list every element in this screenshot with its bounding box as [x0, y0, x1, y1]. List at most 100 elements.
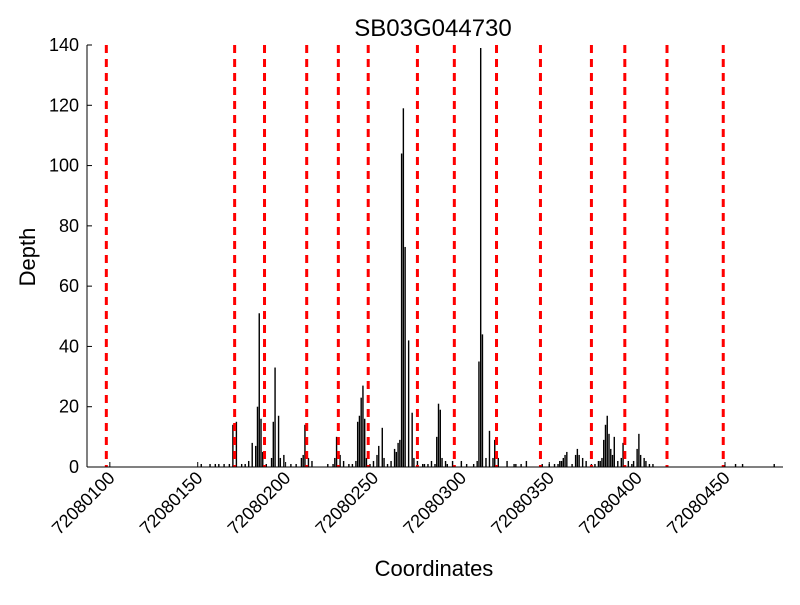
depth-bar [603, 439, 605, 467]
depth-bar [335, 436, 338, 467]
depth-bar [277, 415, 280, 467]
depth-bar [413, 457, 415, 467]
depth-bar [562, 457, 565, 467]
depth-bar [339, 454, 341, 467]
depth-bar [209, 463, 211, 467]
depth-bar [439, 409, 441, 467]
depth-bar [645, 460, 647, 467]
depth-bar [472, 463, 475, 467]
depth-bar [436, 436, 438, 467]
y-tick-label: 100 [49, 156, 79, 176]
x-tick-label: 72080300 [399, 468, 470, 539]
x-axis-label: Coordinates [375, 556, 494, 581]
depth-bar [636, 448, 638, 467]
depth-bar [620, 457, 623, 467]
depth-bar [423, 463, 426, 467]
depth-bar [399, 439, 401, 467]
depth-bar [594, 463, 596, 467]
depth-bar [369, 463, 371, 467]
depth-bar [611, 454, 614, 467]
depth-bar [279, 457, 282, 467]
depth-bar [741, 463, 744, 467]
depth-bar [652, 463, 654, 467]
depth-bar [228, 463, 231, 467]
depth-bar [434, 463, 436, 467]
depth-bar [300, 457, 303, 467]
depth-bar [265, 463, 267, 467]
depth-bar [200, 463, 202, 467]
depth-bar [613, 436, 615, 467]
depth-bar [631, 463, 633, 467]
depth-bar [307, 457, 310, 467]
depth-bar [295, 463, 297, 467]
depth-bar [283, 454, 285, 467]
depth-bar [478, 361, 480, 467]
depth-bar [232, 424, 234, 467]
depth-bar [393, 448, 396, 467]
depth-bar [541, 463, 543, 467]
depth-bar [610, 448, 612, 467]
depth-bar [355, 460, 357, 467]
depth-bar [334, 457, 336, 467]
x-tick-label: 72080400 [575, 468, 646, 539]
depth-bar [258, 313, 260, 467]
depth-bar [290, 463, 292, 467]
depth-bar [270, 457, 273, 467]
marker-lines-layer [104, 45, 725, 467]
depth-bar [402, 108, 405, 468]
depth-bar [272, 421, 275, 467]
depth-bar [560, 460, 563, 467]
depth-bar [251, 442, 253, 467]
depth-bar [506, 460, 508, 467]
depth-bar [627, 460, 630, 467]
depth-bar [525, 460, 528, 467]
depth-bar [639, 454, 642, 467]
depth-bar [485, 457, 487, 467]
y-tick-label: 0 [69, 457, 79, 477]
depth-bar [622, 442, 624, 467]
depth-bar [235, 421, 238, 467]
depth-bar [465, 463, 468, 467]
depth-bar [648, 463, 651, 467]
depth-bar [383, 457, 385, 467]
depth-bar [553, 463, 556, 467]
depth-bar [260, 418, 262, 467]
depth-bar [597, 460, 600, 467]
x-tick-label: 72080350 [487, 468, 558, 539]
depth-bar [599, 460, 601, 467]
x-tick-label: 72080150 [136, 468, 207, 539]
depth-bar [446, 463, 449, 467]
depth-bar [430, 460, 433, 467]
depth-bar [557, 463, 559, 467]
depth-bar [581, 457, 584, 467]
depth-bar [386, 463, 389, 467]
depth-bar [240, 463, 243, 467]
depth-bar [244, 463, 246, 467]
depth-bar [488, 430, 491, 467]
y-axis-label: Depth [15, 228, 40, 287]
depth-bar [358, 415, 361, 467]
depth-bar [479, 48, 482, 467]
depth-bar [255, 445, 257, 467]
depth-bar [601, 457, 603, 467]
depth-bar [515, 463, 517, 467]
depth-bar [262, 451, 264, 467]
depth-bar [356, 421, 359, 467]
depth-bar [256, 406, 259, 467]
depth-bar [274, 367, 276, 467]
depth-bar [638, 433, 640, 467]
depth-bar [360, 397, 362, 467]
depth-bar [376, 454, 378, 467]
depth-bar [327, 463, 329, 467]
depth-bar [444, 460, 447, 467]
depth-bar [604, 424, 607, 467]
depth-bar [492, 457, 494, 467]
depth-bar [404, 246, 406, 467]
depth-bar [574, 454, 577, 467]
depth-bar [632, 460, 635, 467]
x-tick-label: 72080100 [48, 468, 119, 539]
depth-bar [351, 463, 354, 467]
y-tick-label: 60 [59, 276, 79, 296]
